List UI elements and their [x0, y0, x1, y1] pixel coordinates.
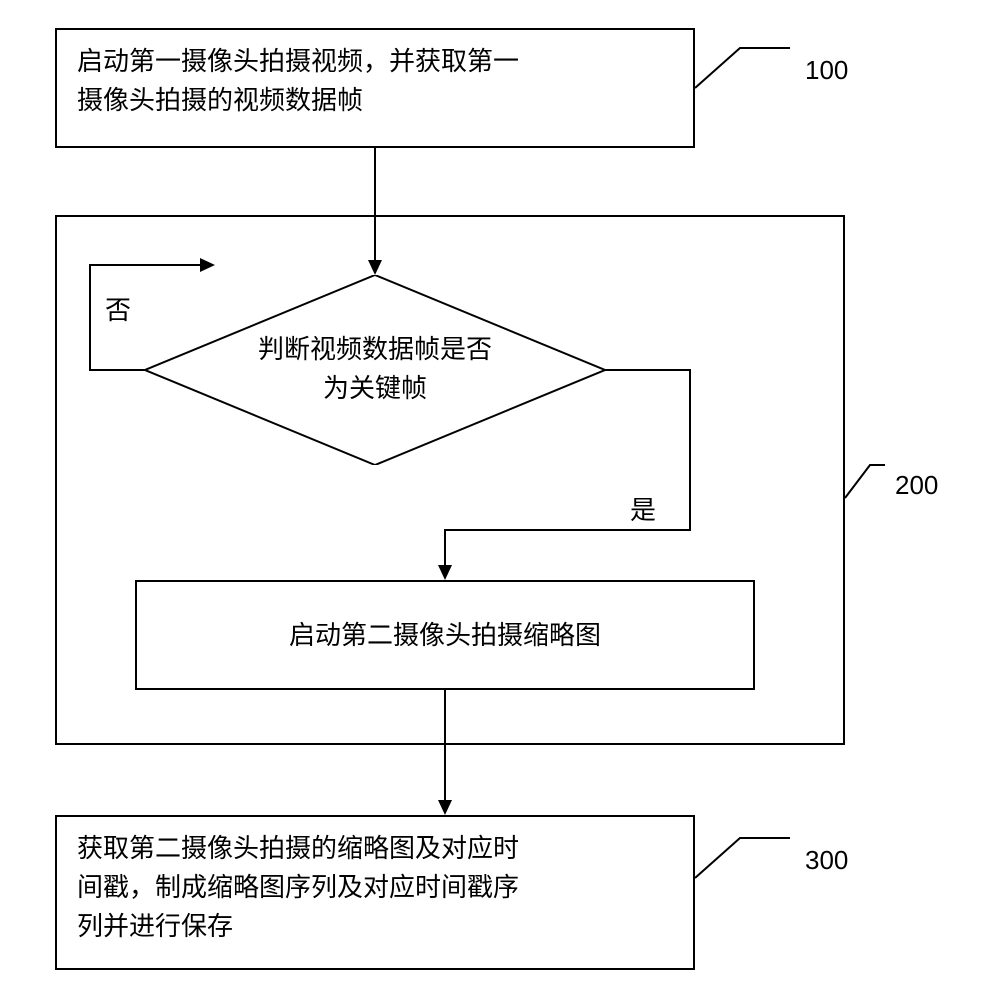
decision-text: 判断视频数据帧是否 为关键帧 [145, 330, 605, 408]
process-inner-text: 启动第二摄像头拍摄缩略图 [289, 616, 601, 655]
process-step-300: 获取第二摄像头拍摄的缩略图及对应时 间戳，制成缩略图序列及对应时间戳序 列并进行… [55, 815, 695, 970]
ref-label-100: 100 [805, 55, 848, 86]
flowchart-canvas: 启动第一摄像头拍摄视频，并获取第一 摄像头拍摄的视频数据帧 判断视频数据帧是否 … [0, 0, 985, 1000]
process-step-100-text: 启动第一摄像头拍摄视频，并获取第一 摄像头拍摄的视频数据帧 [77, 42, 519, 120]
process-step-300-text: 获取第二摄像头拍摄的缩略图及对应时 间戳，制成缩略图序列及对应时间戳序 列并进行… [77, 829, 519, 946]
label-no: 否 [105, 290, 131, 327]
label-yes: 是 [630, 490, 656, 527]
ref-label-200: 200 [895, 470, 938, 501]
decision-keyframe: 判断视频数据帧是否 为关键帧 [145, 275, 605, 465]
process-step-100: 启动第一摄像头拍摄视频，并获取第一 摄像头拍摄的视频数据帧 [55, 28, 695, 148]
process-inner-thumbnail: 启动第二摄像头拍摄缩略图 [135, 580, 755, 690]
ref-label-300: 300 [805, 845, 848, 876]
